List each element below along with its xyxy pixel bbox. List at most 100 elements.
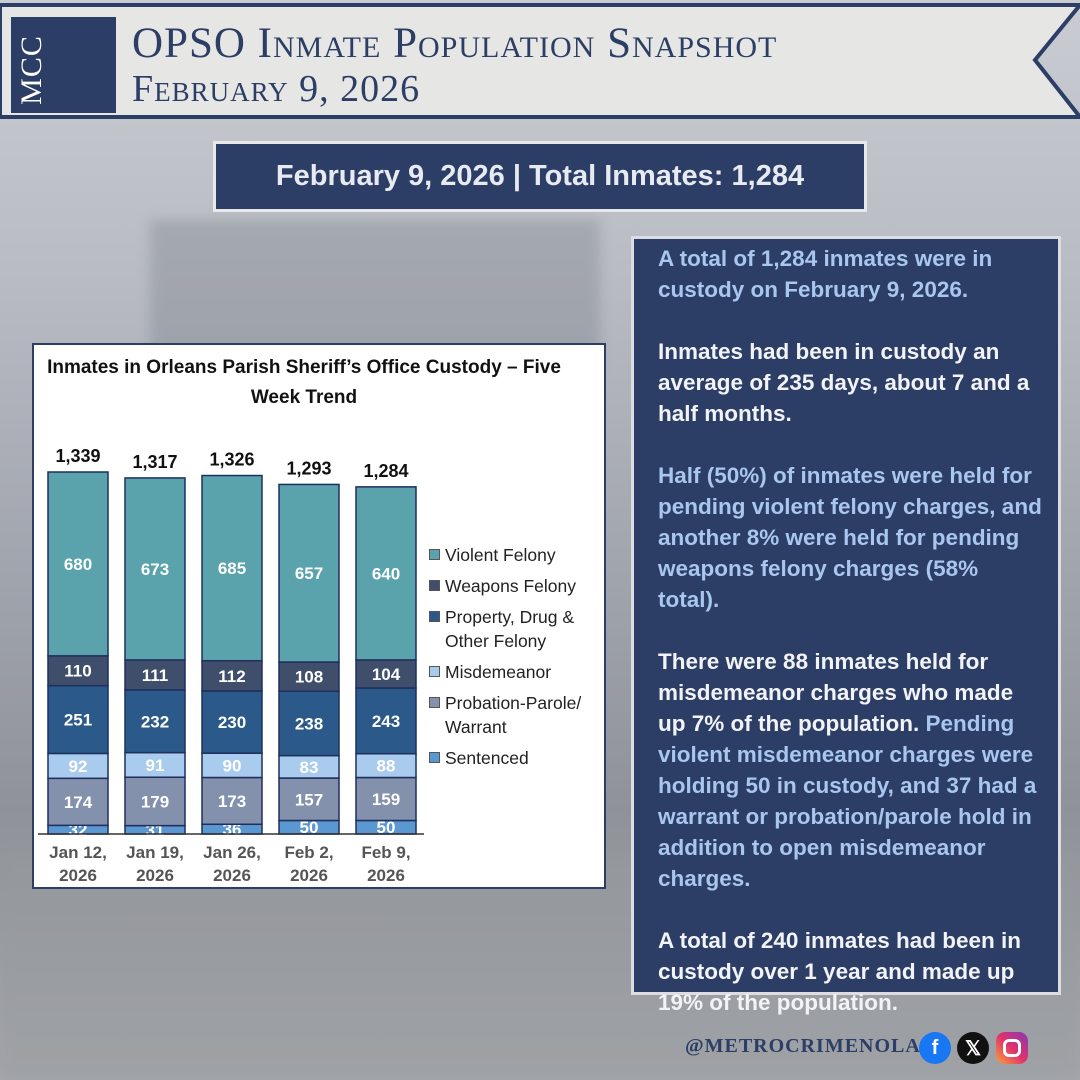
x-tick-label: 2026 (367, 866, 405, 885)
data-label: 179 (141, 792, 169, 811)
bar-segment (124, 659, 186, 691)
data-label: 90 (223, 756, 242, 775)
x-tick-label: Feb 2, (284, 843, 333, 862)
x-tick-label: 2026 (136, 866, 174, 885)
data-label: 238 (295, 714, 323, 733)
bar-segment (201, 752, 263, 779)
legend-item: Weapons Felony (429, 574, 605, 598)
bar-segment (124, 751, 186, 778)
bar-segment (278, 777, 340, 822)
summary-felony: Half (50%) of inmates were held for pend… (658, 463, 1042, 612)
bar-segment (278, 690, 340, 757)
data-label: 640 (372, 564, 400, 583)
x-tick-label: Jan 26, (203, 843, 261, 862)
social-handle[interactable]: @METROCRIMENOLA (685, 1035, 921, 1057)
bar-segment (47, 684, 109, 755)
bar-segment (201, 474, 263, 662)
x-tick-label: Jan 19, (126, 843, 184, 862)
bar-segment (355, 659, 417, 689)
bar-segment (355, 687, 417, 755)
chart-legend: Violent Felony Weapons Felony Property, Dr… (429, 543, 605, 777)
legend-swatch (429, 580, 440, 591)
x-tick-label: Jan 12, (49, 843, 107, 862)
bar-segment (201, 690, 263, 754)
total-label: 1,339 (55, 446, 100, 466)
legend-swatch (429, 697, 440, 708)
bar-segment (355, 486, 417, 661)
x-tick-label: 2026 (213, 866, 251, 885)
data-label: 673 (141, 560, 169, 579)
summary-panel: A total of 1,284 inmates were in custody… (631, 236, 1061, 1015)
legend-item: Violent Felony (429, 543, 605, 567)
legend-label: Misdemeanor (445, 662, 552, 682)
bar-segment (355, 776, 417, 822)
data-label: 110 (64, 662, 91, 681)
legend-label: Sentenced (445, 748, 529, 768)
legend-swatch (429, 611, 440, 622)
data-label: 111 (142, 666, 169, 685)
data-label: 243 (372, 712, 400, 731)
data-label: 251 (64, 711, 92, 730)
data-label: 157 (295, 790, 323, 809)
bar-segment (124, 689, 186, 754)
chart-title: Inmates in Orleans Parish Sheriff’s Offi… (47, 357, 561, 408)
legend-swatch (429, 666, 440, 677)
legend-item: Misdemeanor (429, 660, 605, 684)
bar-segment (124, 477, 186, 661)
data-label: 232 (141, 712, 169, 731)
legend-item: Sentenced (429, 746, 605, 770)
header-banner: MCC OPSO Inmate Population Snapshot Febr… (0, 3, 1080, 119)
data-label: 88 (377, 757, 396, 776)
x-tick-label: Feb 9, (361, 843, 410, 862)
x-icon[interactable]: 𝕏 (957, 1032, 989, 1064)
legend-label: Weapons Felony (445, 576, 577, 596)
chart-panel: Inmates in Orleans Parish Sheriff’s Offi… (32, 343, 606, 889)
facebook-icon[interactable]: f (919, 1032, 951, 1064)
data-label: 50 (300, 818, 319, 837)
data-label: 108 (295, 668, 323, 687)
x-tick-label: 2026 (290, 866, 328, 885)
data-label: 173 (218, 792, 246, 811)
summary-violent-misdemeanor: Pending violent misdemeanor charges were… (658, 711, 1037, 891)
data-label: 174 (64, 793, 93, 812)
bar-segment (47, 471, 109, 657)
summary-misdemeanor: There were 88 inmates held for misdemean… (658, 649, 1014, 736)
x-tick-label: 2026 (59, 866, 97, 885)
legend-label: Property, Drug & Other Felony (445, 607, 575, 651)
bar-segment (201, 776, 263, 826)
data-label: 230 (218, 713, 246, 732)
page-date: February 9, 2026 (132, 68, 421, 110)
data-label: 104 (372, 665, 401, 684)
summary-average-days: Inmates had been in custody an average o… (658, 339, 1030, 426)
bar-segment (201, 659, 263, 692)
total-label: 1,293 (286, 458, 331, 478)
legend-item: Probation-Parole/ Warrant (429, 691, 605, 739)
mcc-logo: MCC (11, 17, 116, 113)
data-label: 159 (372, 790, 400, 809)
bar-segment (47, 777, 109, 827)
bar-segment (278, 661, 340, 693)
total-inmates-banner: February 9, 2026 | Total Inmates: 1,284 (213, 141, 867, 212)
total-label: 1,317 (132, 452, 177, 472)
page-title: OPSO Inmate Population Snapshot (132, 20, 778, 67)
legend-swatch (429, 549, 440, 560)
legend-swatch (429, 752, 440, 763)
data-label: 83 (300, 758, 319, 777)
data-label: 685 (218, 559, 246, 578)
bar-segment (278, 483, 340, 663)
legend-label: Probation-Parole/ Warrant (445, 693, 582, 737)
data-label: 680 (64, 555, 92, 574)
data-label: 657 (295, 564, 323, 583)
instagram-icon[interactable] (996, 1032, 1028, 1064)
summary-total: A total of 1,284 inmates were in custody… (658, 246, 993, 302)
total-label: 1,284 (363, 461, 408, 481)
legend-label: Violent Felony (445, 545, 556, 565)
summary-over-one-year: A total of 240 inmates had been in custo… (658, 928, 1021, 1015)
data-label: 91 (146, 756, 165, 775)
data-label: 112 (218, 667, 245, 686)
bar-segment (47, 655, 109, 687)
bar-segment (124, 776, 186, 827)
data-label: 92 (69, 757, 88, 776)
legend-item: Property, Drug & Other Felony (429, 605, 605, 653)
